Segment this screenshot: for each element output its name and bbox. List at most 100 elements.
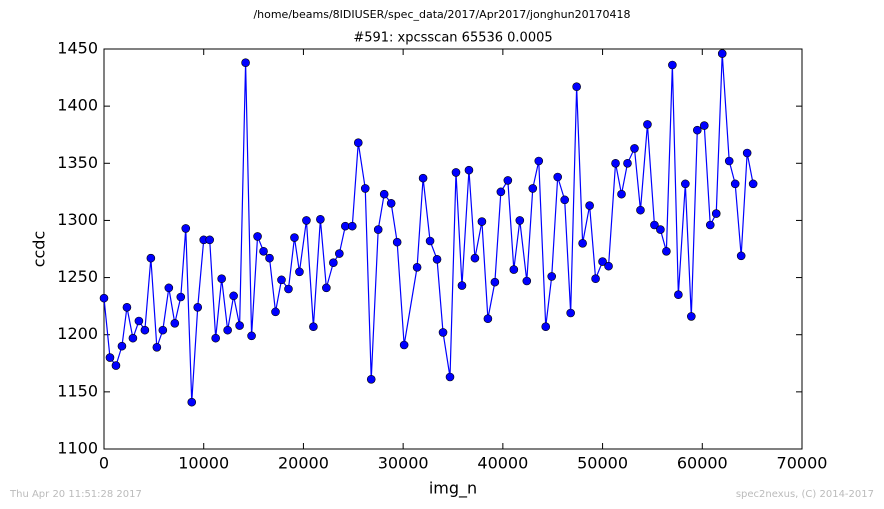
data-point xyxy=(235,321,244,330)
data-point xyxy=(611,158,620,168)
y-tick-label: 1450 xyxy=(57,39,98,58)
data-point xyxy=(271,307,280,317)
data-point xyxy=(617,189,626,199)
data-point xyxy=(730,179,740,189)
chart-title: #591: xpcsscan 65536 0.0005 xyxy=(353,31,552,46)
data-point xyxy=(477,217,487,226)
data-point xyxy=(534,156,544,166)
data-point xyxy=(496,187,506,197)
data-point xyxy=(522,276,532,286)
x-tick-label: 30000 xyxy=(378,454,429,473)
data-point xyxy=(205,235,214,245)
data-point xyxy=(247,331,256,341)
data-point xyxy=(379,189,389,199)
data-point xyxy=(724,156,734,166)
data-point xyxy=(699,121,709,130)
data-point xyxy=(711,209,721,218)
data-point xyxy=(329,258,338,268)
data-point xyxy=(229,291,238,301)
data-point xyxy=(392,237,402,247)
x-axis-label: img_n xyxy=(429,479,477,499)
data-point xyxy=(128,333,138,343)
data-point xyxy=(412,262,422,272)
data-point xyxy=(418,173,428,183)
data-point xyxy=(399,340,409,350)
x-tick-label: 70000 xyxy=(777,454,828,473)
x-tick-label: 50000 xyxy=(577,454,628,473)
data-point xyxy=(630,144,639,153)
data-point xyxy=(373,225,383,234)
y-tick-label: 1250 xyxy=(57,267,98,286)
data-point xyxy=(692,125,702,135)
data-point xyxy=(464,165,474,175)
data-point xyxy=(176,292,186,302)
data-point xyxy=(705,220,715,230)
data-point xyxy=(656,225,665,234)
x-tick-label: 10000 xyxy=(178,454,229,473)
data-point xyxy=(662,246,671,256)
data-point xyxy=(140,325,150,335)
data-point xyxy=(122,302,132,312)
data-point xyxy=(117,341,127,351)
data-point xyxy=(681,179,690,189)
data-point xyxy=(290,233,299,242)
data-point xyxy=(99,293,109,303)
data-point xyxy=(366,374,376,384)
data-point xyxy=(181,224,191,233)
data-point xyxy=(335,249,344,258)
data-point xyxy=(742,148,752,158)
data-point xyxy=(309,322,318,332)
data-point xyxy=(284,284,293,294)
data-point xyxy=(457,281,467,290)
data-point xyxy=(566,308,575,318)
data-point xyxy=(547,272,557,281)
footer-left: Thu Apr 20 11:51:28 2017 xyxy=(9,489,142,500)
data-point xyxy=(528,184,538,193)
footer-right: spec2nexus, (C) 2014-2017 xyxy=(736,489,874,500)
x-tick-label: 0 xyxy=(99,454,109,473)
data-point xyxy=(152,342,162,352)
data-point xyxy=(134,316,144,326)
data-point xyxy=(277,275,286,285)
data-point xyxy=(674,290,683,300)
data-point xyxy=(509,265,519,274)
data-point xyxy=(503,176,513,185)
data-point xyxy=(322,283,331,293)
data-point xyxy=(223,325,232,335)
suptitle: /home/beams/8IDIUSER/spec_data/2017/Apr2… xyxy=(253,8,630,21)
data-point xyxy=(515,216,525,225)
data-point xyxy=(483,314,493,324)
data-point xyxy=(253,232,262,241)
data-point xyxy=(736,251,746,261)
data-point xyxy=(211,333,220,343)
data-point xyxy=(687,312,696,321)
data-point xyxy=(111,361,121,370)
data-point xyxy=(560,195,569,205)
data-point xyxy=(265,253,274,263)
y-tick-label: 1300 xyxy=(57,210,98,229)
data-point xyxy=(425,236,435,246)
y-axis-label: ccdc xyxy=(30,231,49,268)
data-point xyxy=(105,353,115,362)
data-point xyxy=(650,220,659,230)
y-tick-label: 1150 xyxy=(57,381,98,400)
data-point xyxy=(193,302,203,312)
data-point xyxy=(717,49,727,58)
x-tick-label: 40000 xyxy=(477,454,528,473)
data-point xyxy=(353,138,363,148)
data-point xyxy=(259,246,268,256)
data-point xyxy=(438,328,448,337)
data-point xyxy=(470,253,480,263)
data-point xyxy=(541,322,551,332)
data-point xyxy=(316,214,325,224)
y-tick-label: 1350 xyxy=(57,153,98,172)
data-point xyxy=(241,58,250,68)
data-point xyxy=(636,205,645,215)
data-point xyxy=(598,257,607,266)
data-point xyxy=(578,238,587,248)
data-point xyxy=(748,179,758,189)
y-tick-label: 1100 xyxy=(57,439,98,458)
y-tick-label: 1200 xyxy=(57,324,98,343)
